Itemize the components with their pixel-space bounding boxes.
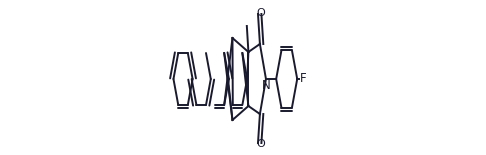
Text: F: F [300,73,307,86]
Text: N: N [262,79,271,92]
Text: O: O [257,139,265,149]
Text: O: O [257,8,265,18]
